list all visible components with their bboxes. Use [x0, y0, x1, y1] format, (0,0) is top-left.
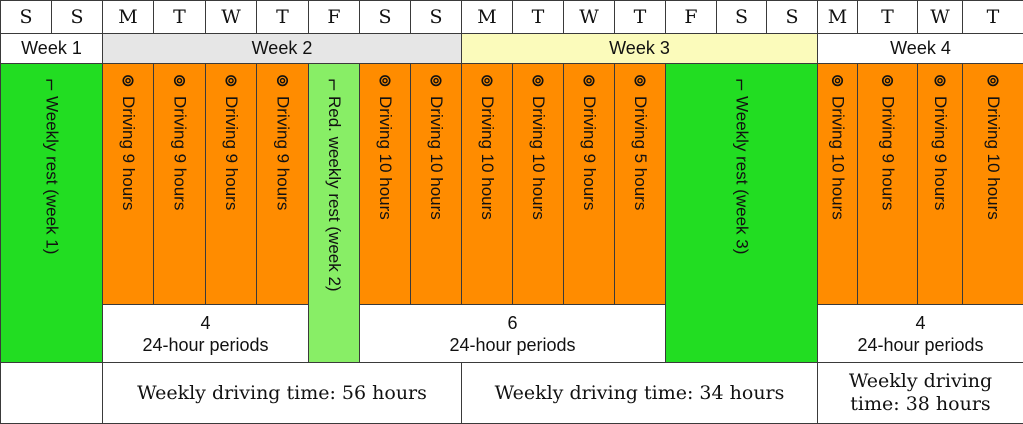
week-header-cell: Week 4	[817, 33, 1023, 64]
period-count: 4	[915, 312, 926, 333]
activity-label: Driving 5 hours	[631, 96, 650, 211]
period-label: 24-hour periods	[449, 334, 576, 355]
steering-wheel-icon: ⊚	[377, 71, 393, 91]
driving-block: ⊚ Driving 9 hours	[256, 63, 309, 305]
day-header-cell: T	[153, 0, 206, 34]
activity-label: Driving 9 hours	[273, 96, 293, 211]
activity-label: Red. weekly rest (week 2)	[325, 96, 344, 292]
weekly-driving-time-cell: Weekly driving time: 38 hours	[817, 362, 1023, 424]
period-count: 4	[200, 312, 211, 333]
day-header-cell: F	[665, 0, 717, 34]
day-header-cell: T	[614, 0, 666, 34]
day-header-cell: F	[308, 0, 360, 34]
steering-wheel-icon: ⊚	[932, 71, 948, 91]
steering-wheel-icon: ⊚	[172, 71, 187, 91]
day-header-cell: T	[962, 0, 1023, 34]
steering-wheel-icon: ⊚	[479, 71, 495, 91]
day-header-cell: S	[716, 0, 767, 34]
period-count-cell: 4 24-hour periods	[102, 304, 309, 363]
week-header-cell: Week 3	[461, 33, 818, 64]
activity-label: Driving 9 hours	[580, 96, 599, 211]
driving-block: ⊚ Driving 10 hours	[359, 63, 411, 305]
activity-label: Driving 10 hours	[376, 96, 395, 220]
day-header-cell: S	[410, 0, 462, 34]
period-count: 6	[507, 312, 518, 333]
period-count-cell: 4 24-hour periods	[817, 304, 1023, 363]
day-header-cell: S	[359, 0, 411, 34]
steering-wheel-icon: ⊚	[880, 71, 895, 91]
activity-label: Driving 9 hours	[119, 96, 138, 211]
driving-block: ⊚ Driving 9 hours	[205, 63, 257, 305]
driving-block: ⊚ Driving 10 hours	[817, 63, 858, 305]
activity-label: Weekly rest (week 3)	[732, 96, 752, 255]
day-header-cell: T	[256, 0, 309, 34]
driving-block: ⊚ Driving 10 hours	[512, 63, 564, 305]
period-label: 24-hour periods	[857, 334, 984, 355]
weekly-driving-time-cell	[0, 362, 103, 424]
activity-label: Driving 10 hours	[427, 96, 446, 220]
driving-block: ⊚ Driving 9 hours	[102, 63, 154, 305]
driving-block: ⊚ Driving 9 hours	[857, 63, 918, 305]
week-header-cell: Week 2	[102, 33, 462, 64]
activity-label: Weekly rest (week 1)	[42, 96, 62, 255]
activity-label: Driving 9 hours	[170, 96, 190, 211]
driving-block: ⊚ Driving 10 hours	[962, 63, 1023, 305]
rest-bed-icon: ┐	[736, 71, 747, 91]
activity-label: Driving 10 hours	[828, 96, 848, 220]
steering-wheel-icon: ⊚	[985, 71, 1001, 91]
day-header-cell: M	[461, 0, 513, 34]
driving-block: ⊚ Driving 5 hours	[614, 63, 666, 305]
period-label: 24-hour periods	[142, 334, 269, 355]
activity-label: Driving 9 hours	[878, 96, 898, 211]
day-header-cell: S	[0, 0, 52, 34]
day-header-cell: M	[817, 0, 858, 34]
period-count-cell: 6 24-hour periods	[359, 304, 666, 363]
day-header-cell: T	[857, 0, 918, 34]
steering-wheel-icon: ⊚	[530, 71, 546, 91]
day-header-cell: W	[205, 0, 257, 34]
day-header-cell: T	[512, 0, 564, 34]
driving-block: ⊚ Driving 9 hours	[917, 63, 963, 305]
weekly-driving-time-cell: Weekly driving time: 34 hours	[461, 362, 818, 424]
driving-block: ⊚ Driving 10 hours	[410, 63, 462, 305]
steering-wheel-icon: ⊚	[120, 71, 136, 91]
day-header-cell: S	[51, 0, 103, 34]
weekly-driving-time-cell: Weekly driving time: 56 hours	[102, 362, 462, 424]
steering-wheel-icon: ⊚	[428, 71, 444, 91]
driving-block: ⊚ Driving 9 hours	[563, 63, 615, 305]
driving-block: ⊚ Driving 9 hours	[153, 63, 206, 305]
weekly-rest-block: ┐ Weekly rest (week 3)	[665, 63, 818, 363]
day-header-cell: W	[563, 0, 615, 34]
activity-label: Driving 9 hours	[222, 96, 241, 211]
driving-block: ⊚ Driving 10 hours	[461, 63, 513, 305]
steering-wheel-icon: ⊚	[830, 71, 845, 91]
steering-wheel-icon: ⊚	[632, 71, 648, 91]
activity-label: Driving 10 hours	[478, 96, 497, 220]
activity-label: Driving 10 hours	[984, 96, 1003, 220]
day-header-cell: S	[766, 0, 818, 34]
rest-bed-icon: ┐	[46, 71, 57, 91]
steering-wheel-icon: ⊚	[223, 71, 239, 91]
weekly-rest-block: ┐ Weekly rest (week 1)	[0, 63, 103, 363]
day-header-cell: M	[102, 0, 154, 34]
week-header-cell: Week 1	[0, 33, 103, 64]
rest-bed-icon: ┐	[328, 71, 340, 91]
steering-wheel-icon: ⊚	[581, 71, 597, 91]
reduced-weekly-rest-block: ┐ Red. weekly rest (week 2)	[308, 63, 360, 363]
day-header-cell: W	[917, 0, 963, 34]
activity-label: Driving 9 hours	[931, 96, 950, 211]
steering-wheel-icon: ⊚	[275, 71, 290, 91]
activity-label: Driving 10 hours	[529, 96, 548, 220]
